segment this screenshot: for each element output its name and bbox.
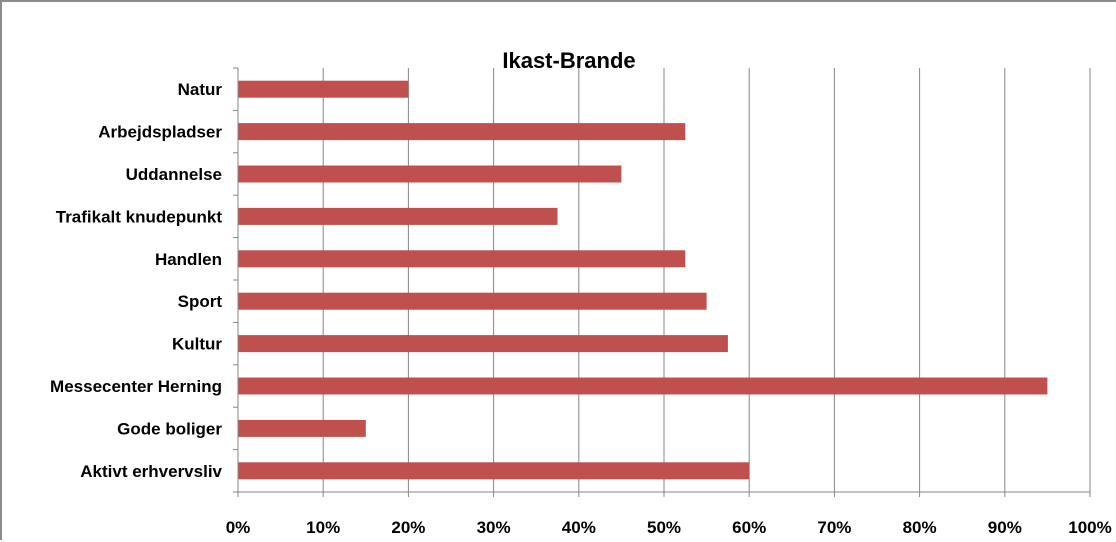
x-tick-label: 50% xyxy=(647,518,681,537)
category-label: Kultur xyxy=(172,335,222,354)
bar xyxy=(238,462,750,480)
x-tick-labels: 0% 10% 20% 30% 40% 50% 60% 70% 80% 90% 100% xyxy=(226,518,1112,537)
axes xyxy=(233,67,1091,497)
bar xyxy=(238,123,686,141)
bar xyxy=(238,292,707,310)
x-tick-label: 30% xyxy=(477,518,511,537)
x-tick-label: 100% xyxy=(1068,518,1111,537)
bar xyxy=(238,80,409,98)
x-tick-label: 40% xyxy=(562,518,596,537)
x-tick-label: 60% xyxy=(732,518,766,537)
bar xyxy=(238,419,366,437)
x-tick-label: 70% xyxy=(817,518,851,537)
bar xyxy=(238,165,622,183)
bar xyxy=(238,207,558,225)
x-tick-label: 90% xyxy=(988,518,1022,537)
x-tick-label: 20% xyxy=(391,518,425,537)
category-label: Uddannelse xyxy=(126,165,222,184)
x-tick-label: 80% xyxy=(903,518,937,537)
bar xyxy=(238,335,728,353)
x-tick-label: 0% xyxy=(226,518,251,537)
category-labels: Natur Arbejdspladser Uddannelse Trafikalt k… xyxy=(50,80,222,481)
category-label: Aktivt erhvervsliv xyxy=(80,462,222,481)
bar xyxy=(238,377,1048,395)
chart-title: Ikast-Brande xyxy=(502,48,635,73)
category-label: Sport xyxy=(178,292,223,311)
category-label: Gode boliger xyxy=(117,419,222,438)
category-label: Arbejdspladser xyxy=(98,123,222,142)
bars xyxy=(238,80,1048,480)
category-label: Natur xyxy=(178,80,223,99)
bar xyxy=(238,250,686,268)
x-tick-label: 10% xyxy=(306,518,340,537)
category-label: Messecenter Herning xyxy=(50,377,222,396)
category-label: Handlen xyxy=(155,250,222,269)
category-label: Trafikalt knudepunkt xyxy=(56,207,223,226)
